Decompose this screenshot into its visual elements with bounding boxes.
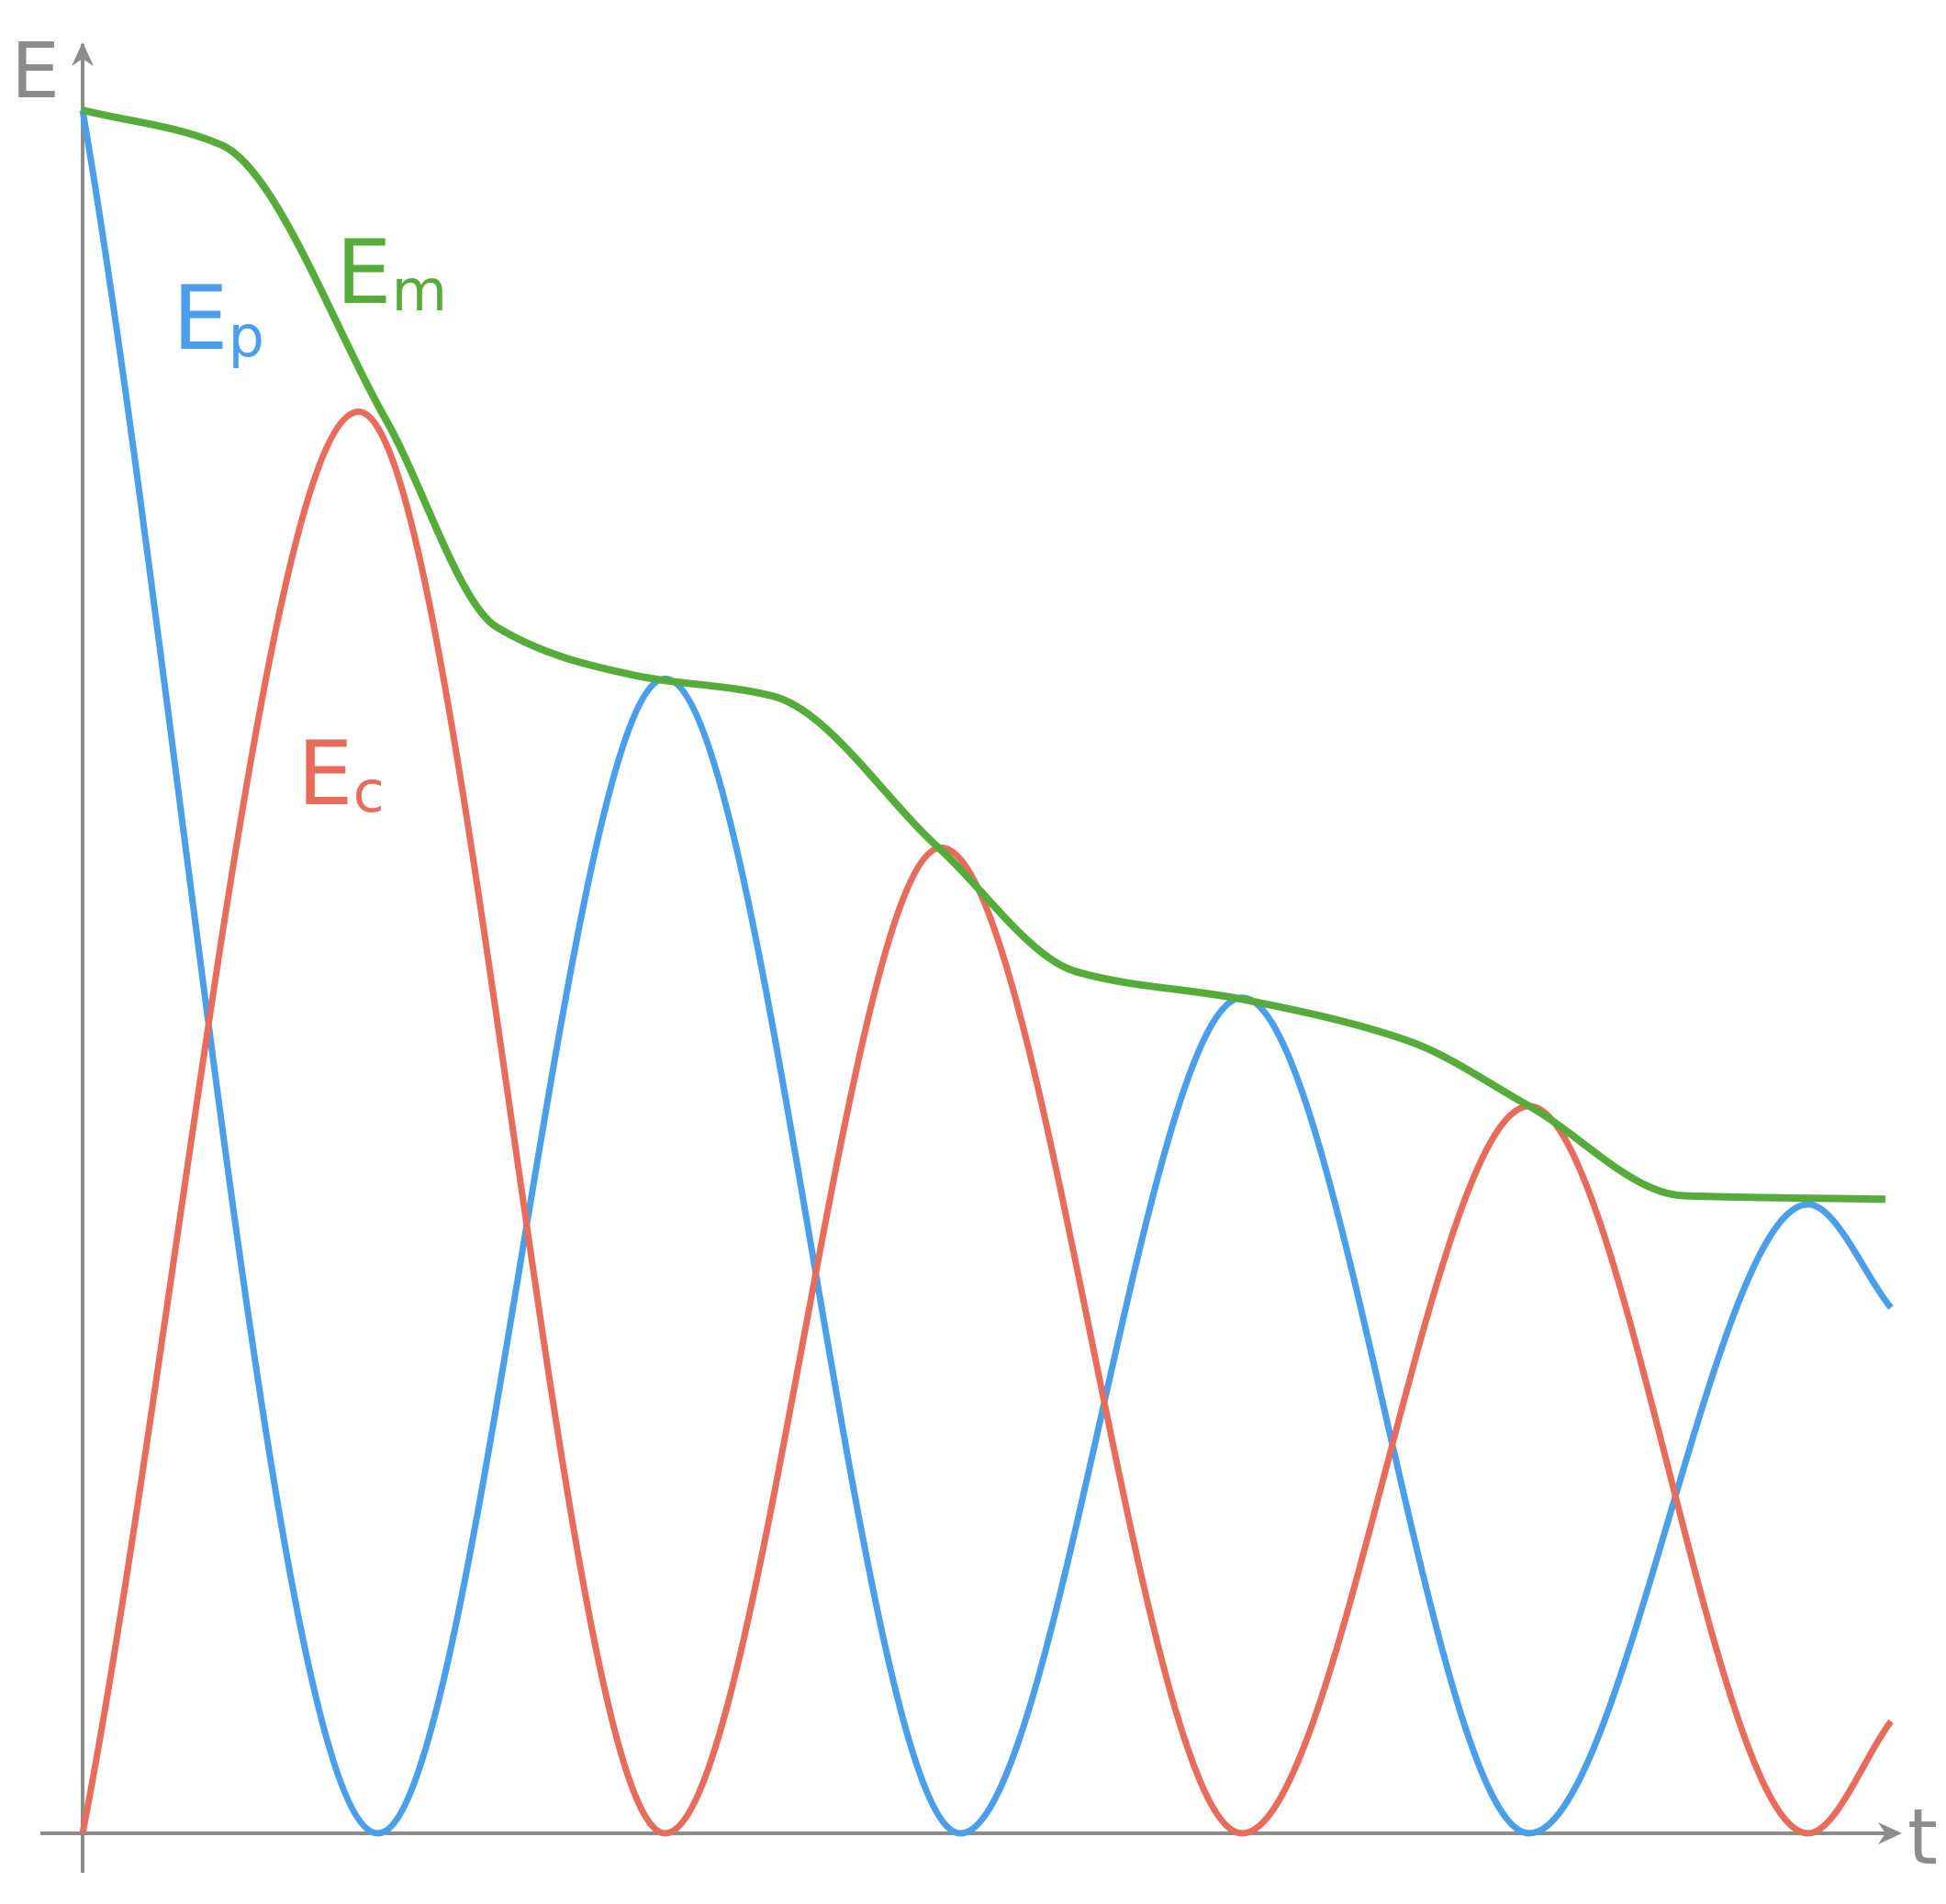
series-label-ep-main: E xyxy=(173,267,229,370)
series-label-ec: Ec xyxy=(297,722,385,825)
series-label-ep-sub: p xyxy=(229,303,264,370)
series-label-em-main: E xyxy=(336,221,392,324)
series-label-em-sub: m xyxy=(392,257,447,324)
series-label-ec-sub: c xyxy=(353,758,385,825)
series-line-ec xyxy=(79,409,1894,1837)
series-group xyxy=(79,106,1894,1837)
series-label-ep: Ep xyxy=(173,267,264,370)
series-line-ep xyxy=(79,109,1894,1837)
x-axis-arrow-icon xyxy=(1878,1822,1902,1844)
series-line-em xyxy=(82,106,1886,1204)
y-axis-arrow-icon xyxy=(72,42,94,66)
series-label-em: Em xyxy=(336,221,447,324)
x-axis-label: t xyxy=(1907,1792,1938,1882)
y-axis-label: E xyxy=(11,26,60,116)
series-label-ec-main: E xyxy=(297,722,353,825)
